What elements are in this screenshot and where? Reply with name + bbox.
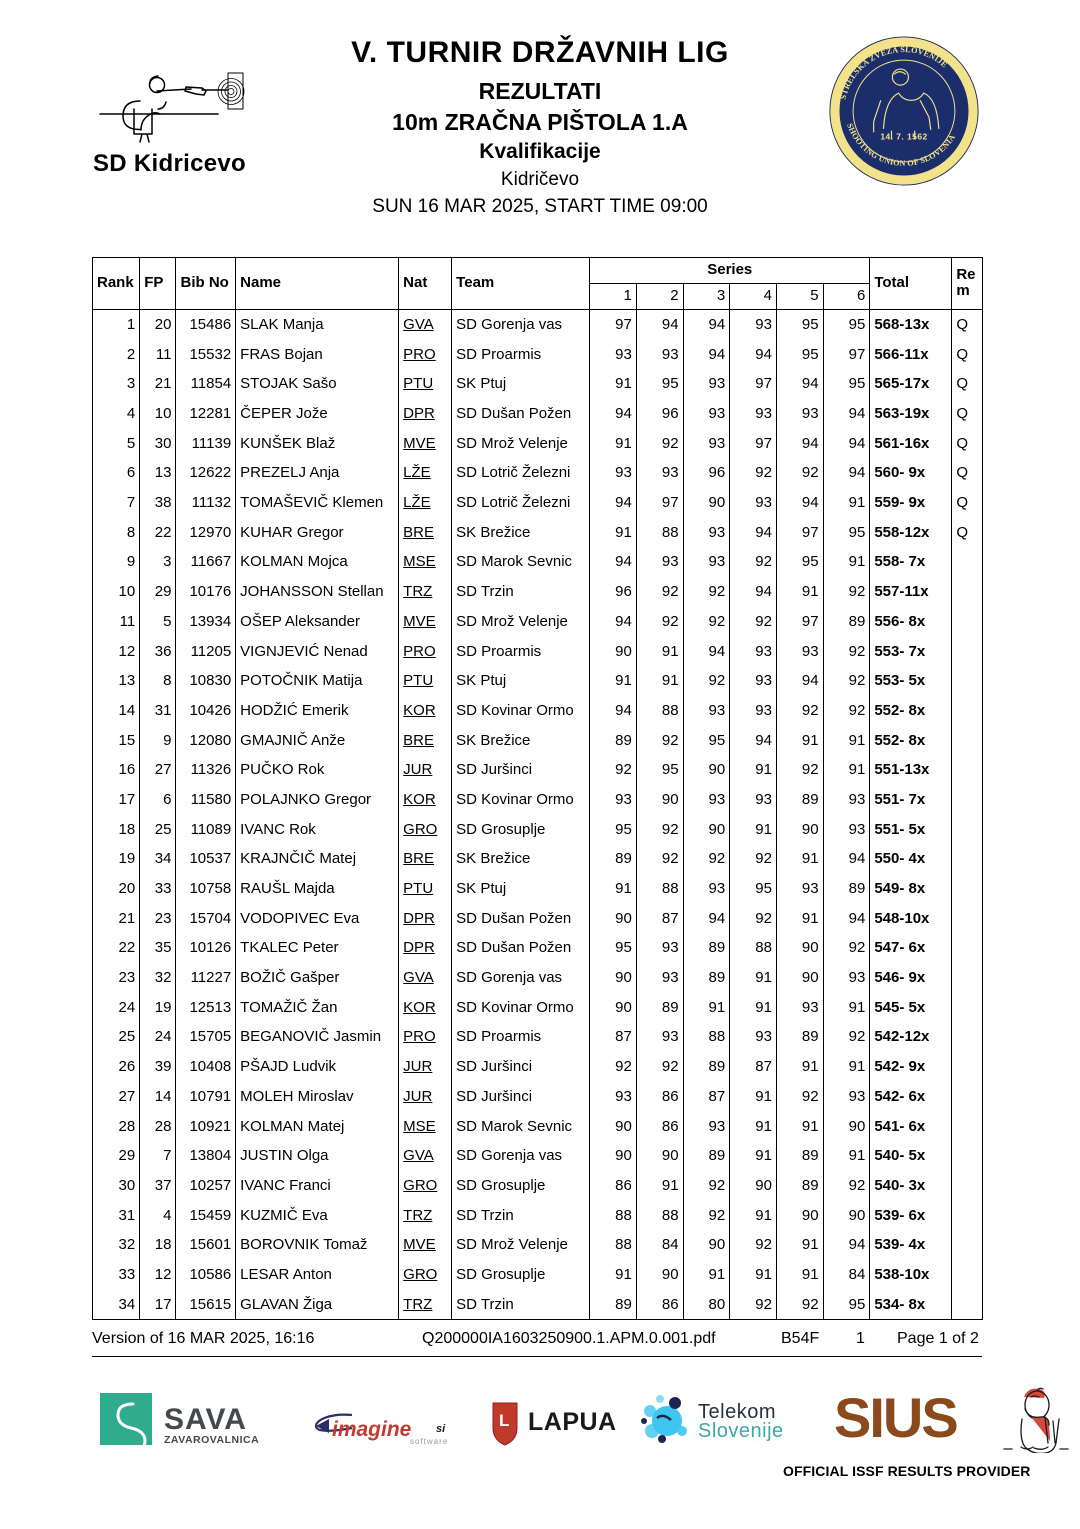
svg-text:si: si: [436, 1423, 446, 1435]
svg-text:L: L: [499, 1411, 509, 1430]
svg-text:Slovenije: Slovenije: [698, 1420, 784, 1442]
svg-text:ZAVAROVALNICA: ZAVAROVALNICA: [164, 1434, 259, 1446]
svg-text:imagine: imagine: [332, 1418, 412, 1441]
svg-text:SIUS: SIUS: [834, 1386, 957, 1449]
svg-text:LAPUA: LAPUA: [528, 1408, 617, 1436]
svg-text:SAVA: SAVA: [164, 1403, 247, 1436]
svg-text:14. 7. 1562: 14. 7. 1562: [880, 132, 927, 142]
svg-text:software: software: [410, 1437, 448, 1446]
